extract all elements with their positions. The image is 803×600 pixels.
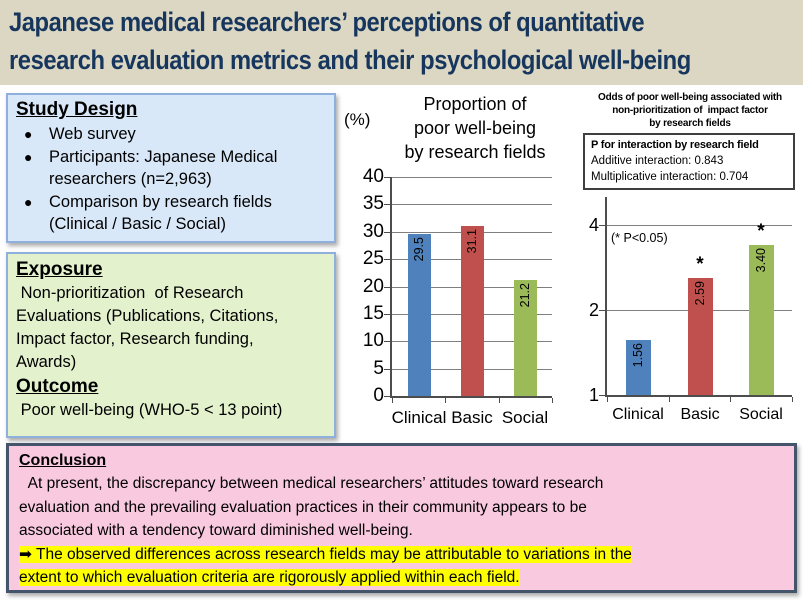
conclusion-highlight: ➡ The observed differences across resear… xyxy=(19,545,632,586)
y-axis-tick-label: 10 xyxy=(362,330,384,351)
y-axis-tick-label: 40 xyxy=(362,166,384,187)
y-axis-unit-label: (%) xyxy=(344,110,371,129)
x-axis-tick xyxy=(552,398,553,403)
y-axis-tick xyxy=(384,177,392,178)
p-interaction-values: Additive interaction: 0.843 Multiplicati… xyxy=(591,155,749,183)
y-axis-tick-label: 20 xyxy=(362,276,384,297)
bullet-text: Web survey xyxy=(49,125,136,143)
y-axis-tick xyxy=(384,341,392,342)
conclusion-highlight-row: ➡ The observed differences across resear… xyxy=(19,543,784,590)
y-axis-tick xyxy=(384,232,392,233)
outcome-heading: Outcome xyxy=(16,376,99,397)
proportion-chart-plot: 0 5 10 15 20 25 30 35 40 29.5 Clinical 31.1 Basic 21.… xyxy=(363,166,553,427)
x-axis-tick xyxy=(499,398,500,403)
study-design-bullet-list: ● Web survey ● Participants: Japanese Medic… xyxy=(16,123,326,236)
gridline xyxy=(392,177,552,178)
conclusion-heading: Conclusion xyxy=(19,452,107,469)
outcome-body: Poor well-being (WHO-5 < 13 point) xyxy=(16,401,283,419)
bar-social xyxy=(748,245,774,395)
odds-chart: Odds of poor well-being associated with … xyxy=(577,88,803,443)
x-axis-tick xyxy=(607,397,608,402)
bar-social xyxy=(513,280,537,396)
bullet-text: Participants: Japanese Medical researche… xyxy=(49,147,278,189)
x-axis-tick xyxy=(669,397,670,402)
study-design-bullet: ● Comparison by research fields (Clinical… xyxy=(24,191,326,236)
bar-value-label: 31.1 xyxy=(465,229,479,254)
p-interaction-heading: P for interaction by research field xyxy=(591,139,759,151)
study-design-box: Study Design ● Web survey ● Participants: J… xyxy=(6,93,336,243)
exposure-box: Exposure Non-prioritization of Research … xyxy=(6,252,336,438)
study-design-heading: Study Design xyxy=(16,99,138,120)
odds-chart-plot: 1 2 4 1.56 Clinical 2.59 * Basic 3.40 * Social xyxy=(589,197,793,423)
exposure-heading: Exposure xyxy=(16,259,103,280)
x-axis-category-label: Social xyxy=(501,408,549,427)
x-axis-category-label: Clinical xyxy=(391,408,447,427)
y-axis-tick-label: 25 xyxy=(362,248,384,269)
odds-chart-title: Odds of poor well-being associated with … xyxy=(598,92,782,129)
x-axis-tick xyxy=(392,398,393,403)
x-axis-tick xyxy=(445,398,446,403)
bar-value-label: 21.2 xyxy=(518,283,532,308)
bar-value-label: 3.40 xyxy=(754,248,768,273)
y-axis-tick-label: 4 xyxy=(588,215,599,235)
bullet-icon: ● xyxy=(24,126,33,142)
significance-marker: * xyxy=(757,221,765,242)
slide-title: Japanese medical researchers’ perception… xyxy=(9,7,691,75)
gridline xyxy=(392,204,552,205)
y-axis-tick xyxy=(384,369,392,370)
x-axis-category-label: Basic xyxy=(680,406,720,423)
slide-header: Japanese medical researchers’ perception… xyxy=(0,0,803,85)
y-axis-tick-label: 35 xyxy=(362,193,384,214)
y-axis-tick xyxy=(384,204,392,205)
x-axis-category-label: Social xyxy=(739,406,783,423)
bullet-icon: ● xyxy=(24,148,33,165)
study-design-bullet: ● Web survey xyxy=(24,123,326,146)
conclusion-body: At present, the discrepancy between medi… xyxy=(19,475,604,539)
proportion-chart-title: Proportion of poor well-being by researc… xyxy=(404,94,546,162)
x-axis-category-label: Basic xyxy=(451,408,493,427)
y-axis-tick xyxy=(599,310,607,311)
y-axis-tick-label: 2 xyxy=(588,300,599,320)
bar-basic xyxy=(687,278,713,395)
y-axis-tick-label: 15 xyxy=(362,303,384,324)
conclusion-box: Conclusion At present, the discrepancy b… xyxy=(6,443,797,593)
x-axis-category-label: Clinical xyxy=(612,406,664,423)
significance-note: (* P<0.05) xyxy=(611,231,668,245)
bar-value-label: 29.5 xyxy=(412,237,426,262)
bullet-text: Comparison by research fields (Clinical … xyxy=(49,192,272,234)
proportion-chart: Proportion of poor well-being by researc… xyxy=(338,88,572,443)
study-design-bullet: ● Participants: Japanese Medical research… xyxy=(24,146,326,191)
bar-clinical xyxy=(407,234,431,396)
exposure-body: Non-prioritization of Research Evaluatio… xyxy=(16,284,279,371)
y-axis-tick-label: 1 xyxy=(588,385,599,405)
y-axis-tick xyxy=(599,395,607,396)
bar-clinical xyxy=(625,340,651,395)
x-axis-tick xyxy=(730,397,731,402)
y-axis-tick xyxy=(384,287,392,288)
y-axis-tick-label: 0 xyxy=(373,385,384,406)
p-interaction-box: P for interaction by research field Addi… xyxy=(583,133,795,190)
x-axis-tick xyxy=(792,397,793,402)
significance-marker: * xyxy=(696,254,704,275)
bar-value-label: 2.59 xyxy=(693,281,707,306)
y-axis-tick xyxy=(384,396,392,397)
y-axis-tick xyxy=(384,259,392,260)
y-axis-tick-label: 30 xyxy=(362,221,384,242)
bar-value-label: 1.56 xyxy=(631,343,645,368)
bar-basic xyxy=(460,226,484,396)
y-axis-tick xyxy=(599,225,607,226)
y-axis-tick xyxy=(384,314,392,315)
bullet-icon: ● xyxy=(24,193,33,210)
y-axis-tick-label: 5 xyxy=(373,358,384,379)
gridline xyxy=(607,225,792,226)
